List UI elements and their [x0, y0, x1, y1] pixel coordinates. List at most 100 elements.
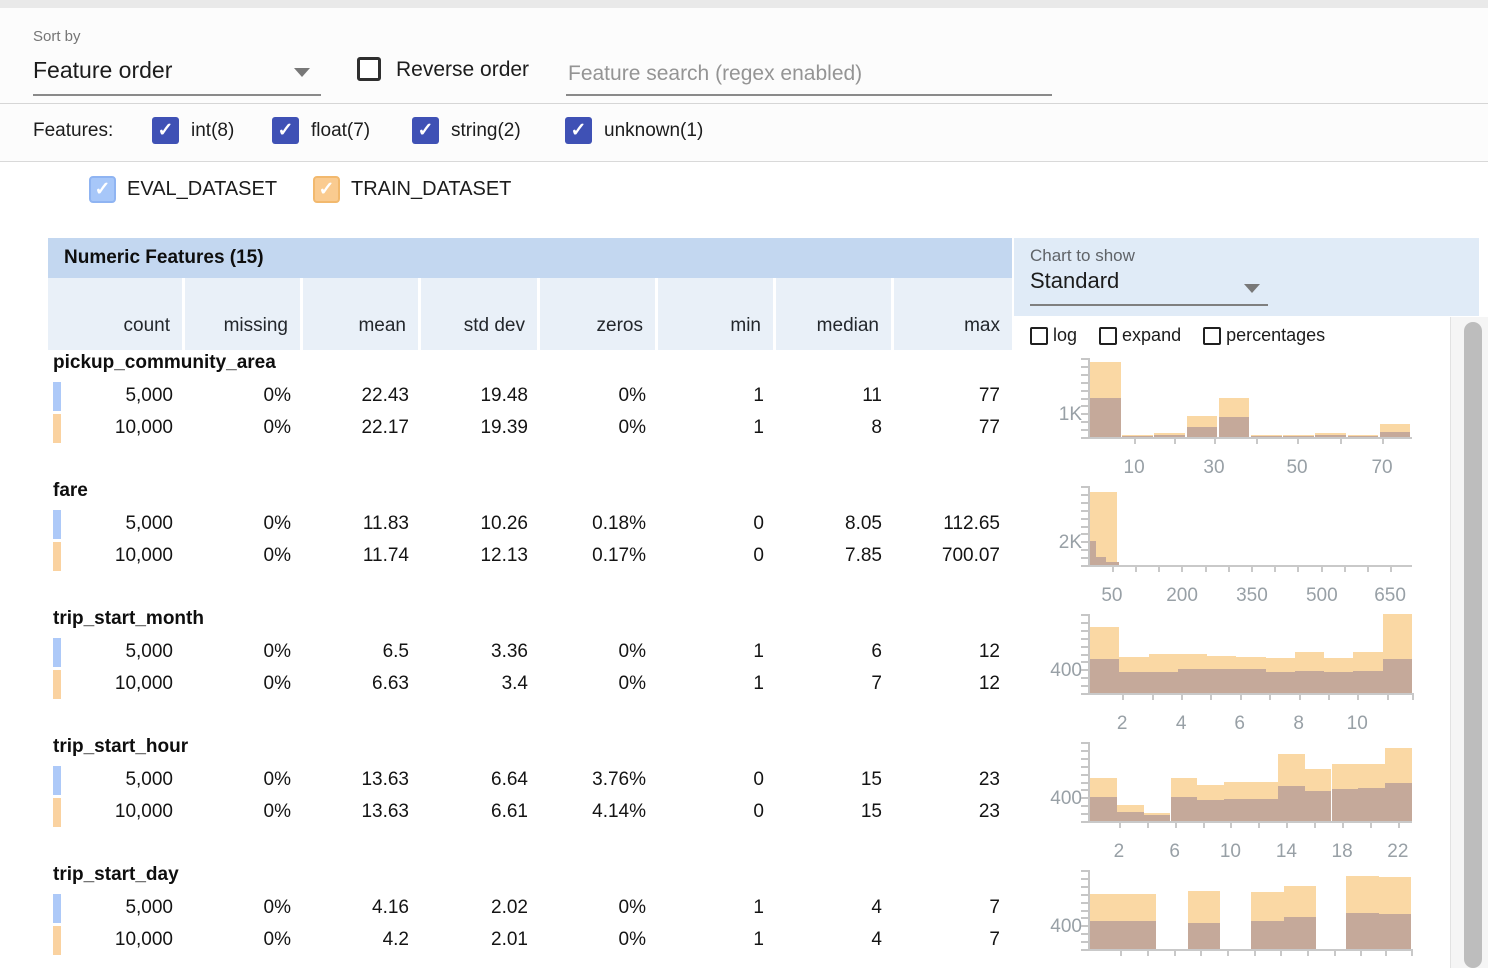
x-axis-label: 50 [1286, 457, 1308, 478]
stat-count: 10,000 [114, 417, 173, 438]
histogram-trip_start_day: 400 [1048, 864, 1420, 968]
y-axis-tick [1081, 437, 1088, 439]
chevron-down-icon[interactable] [1244, 284, 1260, 293]
vertical-scrollbar-thumb[interactable] [1464, 322, 1482, 968]
checkbox-checked-icon[interactable]: ✓ [89, 175, 116, 203]
chart-option-checkboxes: log expand percentages [1030, 325, 1347, 346]
x-axis-tick [1307, 949, 1310, 956]
checkbox-checked-icon[interactable]: ✓ [152, 117, 179, 144]
feature-type-float[interactable]: ✓ float(7) [272, 117, 370, 144]
x-axis-tick [1286, 821, 1289, 828]
chart-type-dropdown[interactable]: Standard [1030, 268, 1120, 293]
x-axis-tick [1213, 437, 1216, 444]
checkbox-checked-icon[interactable]: ✓ [272, 117, 299, 144]
top-strip [0, 0, 1488, 8]
feature-group-trip_start_hour: trip_start_hour 5,000 0% 13.63 6.64 3.76% 0 15 2… [0, 736, 1488, 864]
y-axis-tick [1081, 397, 1088, 400]
stat-missing: 0% [263, 673, 291, 694]
overlap-bar [1090, 797, 1117, 821]
stat-missing: 0% [263, 769, 291, 790]
x-axis-label: 10 [1123, 457, 1145, 478]
x-axis-label: 6 [1234, 713, 1246, 734]
x-axis-tick [1269, 693, 1272, 700]
sort-order-dropdown[interactable]: Feature order [33, 57, 173, 83]
x-axis-tick [1397, 821, 1400, 828]
checkbox-checked-icon[interactable]: ✓ [313, 175, 340, 203]
option-expand[interactable]: expand [1099, 325, 1181, 346]
feature-type-string[interactable]: ✓ string(2) [412, 117, 521, 144]
stat-std-dev: 3.4 [501, 673, 528, 694]
checkbox-checked-icon[interactable]: ✓ [565, 117, 592, 144]
x-axis-tick [1204, 565, 1207, 572]
overlap-bar [1096, 557, 1107, 565]
stat-mean: 6.5 [382, 641, 409, 662]
feature-group-fare: fare 5,000 0% 11.83 10.26 0.18% 0 8.05 112.65 10,… [0, 480, 1488, 608]
y-axis-tick [1081, 917, 1088, 920]
x-axis-tick [1200, 949, 1203, 956]
y-axis-label: 400 [1050, 916, 1082, 937]
chart-to-show-label: Chart to show [1030, 246, 1135, 265]
train-bar [1347, 435, 1379, 437]
stat-max: 700.07 [941, 545, 1000, 566]
x-axis-label: 6 [1169, 841, 1180, 862]
stat-mean: 22.43 [361, 385, 409, 406]
x-axis-tick [1384, 949, 1387, 956]
option-log[interactable]: log [1030, 325, 1077, 346]
eval-swatch [53, 894, 61, 923]
feature-type-unknown[interactable]: ✓ unknown(1) [565, 117, 703, 144]
histogram-plot: 1K 10 30 50 70 [1059, 358, 1412, 478]
histogram-plot: 400 2 4 6 8 10 [1050, 614, 1414, 734]
option-percentages[interactable]: percentages [1203, 325, 1325, 346]
overlap-bar [1148, 671, 1178, 693]
stat-median: 8 [871, 417, 882, 438]
y-axis-tick [1081, 549, 1088, 552]
dataset-toggle-train[interactable]: ✓ TRAIN_DATASET [313, 175, 511, 203]
checkbox-unchecked-icon[interactable] [1099, 326, 1118, 345]
overlap-bar [1090, 659, 1120, 693]
y-axis-tick [1081, 653, 1088, 656]
checkbox-unchecked-icon[interactable] [1030, 326, 1048, 345]
train-bar [1315, 433, 1346, 437]
stat-count: 10,000 [114, 545, 173, 566]
y-axis-tick [1081, 693, 1088, 695]
histogram-plot: 400 [1050, 870, 1414, 956]
feature-type-int[interactable]: ✓ int(8) [152, 117, 234, 144]
y-axis-tick [1081, 501, 1088, 504]
overlap-bar [1315, 435, 1346, 437]
x-axis-tick [1357, 693, 1360, 700]
x-axis-tick [1174, 949, 1177, 956]
x-axis-label: 350 [1236, 585, 1268, 606]
chart-dropdown-underline [1030, 304, 1268, 306]
column-header-median: median [776, 278, 894, 350]
stat-min: 0 [753, 513, 764, 534]
y-axis-tick [1081, 541, 1088, 544]
checkbox-unchecked-icon[interactable] [1203, 326, 1222, 345]
feature-search-input[interactable] [566, 54, 1052, 96]
stat-count: 10,000 [114, 801, 173, 822]
reverse-order-checkbox[interactable] [357, 57, 381, 81]
overlap-bar [1090, 541, 1097, 565]
y-axis-tick [1081, 629, 1088, 632]
feature-list: pickup_community_area 5,000 0% 22.43 19.48 0%… [0, 352, 1488, 968]
x-axis-tick [1297, 437, 1300, 444]
y-axis-tick [1081, 757, 1088, 760]
histogram-fare: 2K 50 200 350 500 650 [1048, 480, 1420, 608]
dataset-toggle-eval[interactable]: ✓ EVAL_DATASET [89, 175, 277, 203]
x-axis-label: 22 [1387, 841, 1409, 862]
stats-row-eval: 5,000 0% 22.43 19.48 0% 1 11 77 [48, 380, 1012, 412]
dataset-label: EVAL_DATASET [127, 177, 278, 200]
stat-count: 5,000 [125, 897, 173, 918]
overlap-bar [1304, 790, 1332, 821]
overlap-bar [1251, 920, 1285, 949]
x-axis-tick [1146, 949, 1149, 956]
x-axis-tick [1174, 821, 1177, 828]
y-axis-tick [1081, 669, 1088, 672]
checkbox-checked-icon[interactable]: ✓ [412, 117, 439, 144]
y-axis-label: 400 [1050, 660, 1082, 681]
stat-std-dev: 12.13 [480, 545, 528, 566]
overlap-bar [1379, 914, 1412, 949]
chevron-down-icon[interactable] [294, 68, 310, 77]
overlap-bar [1345, 912, 1380, 949]
stat-median: 6 [871, 641, 882, 662]
